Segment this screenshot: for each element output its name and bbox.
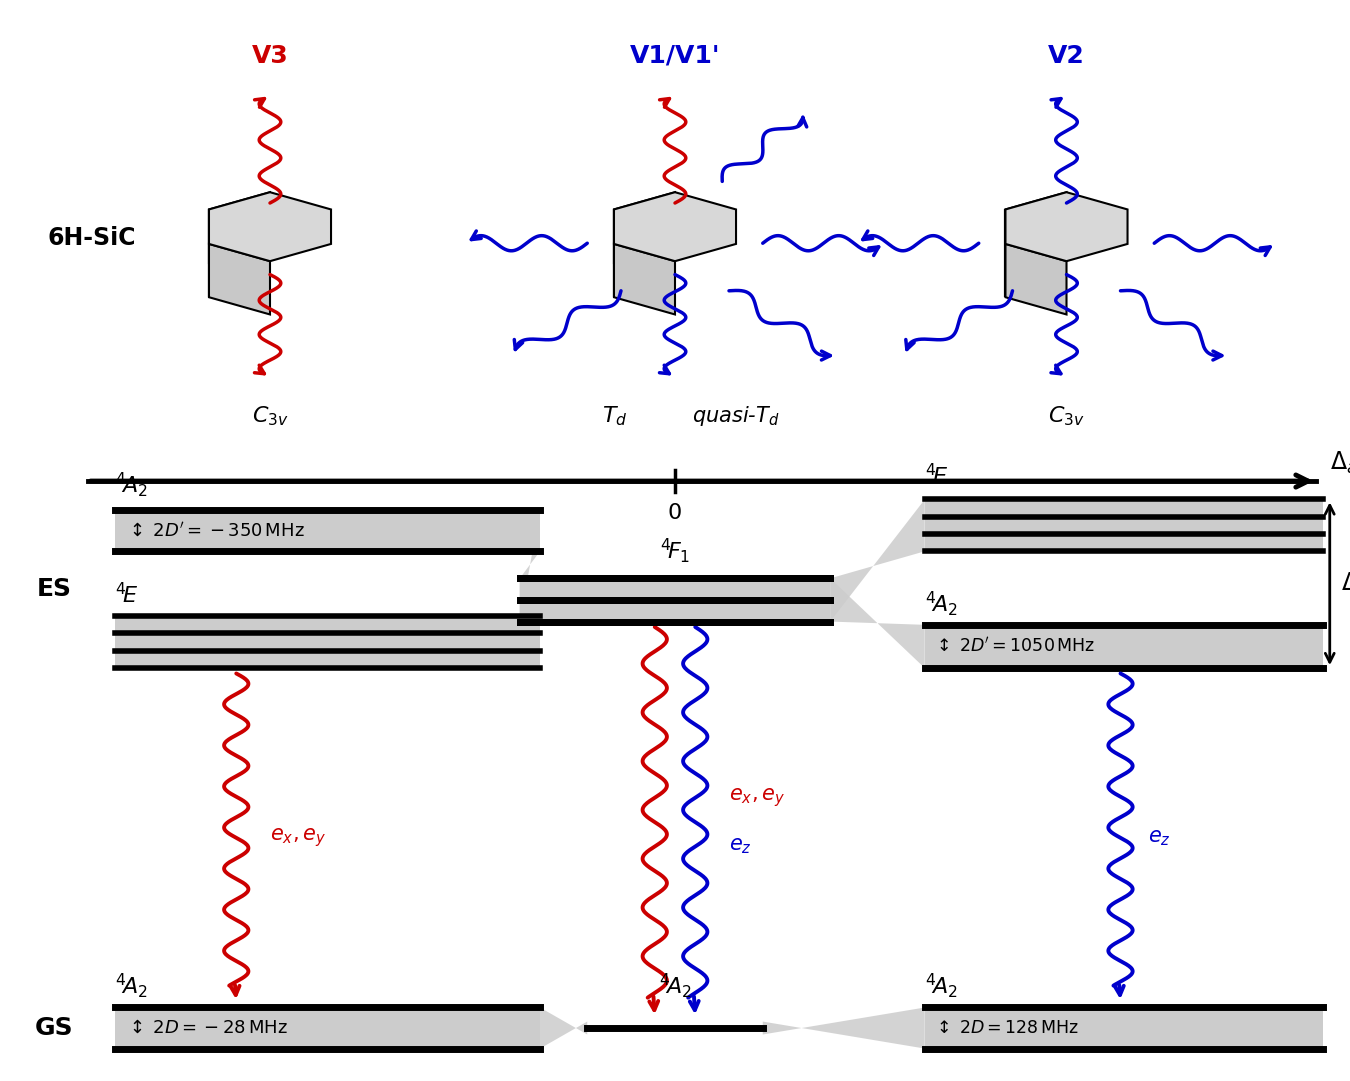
- Text: $e_x, e_y$: $e_x, e_y$: [270, 826, 327, 850]
- Polygon shape: [209, 192, 270, 263]
- Text: $^4\!E$: $^4\!E$: [925, 464, 948, 489]
- Bar: [520, 578, 830, 622]
- Bar: [115, 1007, 540, 1049]
- Text: 6H-SiC: 6H-SiC: [47, 226, 136, 250]
- Polygon shape: [520, 510, 540, 622]
- Text: GS: GS: [35, 1016, 73, 1040]
- Polygon shape: [1006, 192, 1127, 262]
- Polygon shape: [209, 192, 331, 262]
- Bar: [925, 625, 1323, 668]
- Text: $^4\!A_2$: $^4\!A_2$: [925, 971, 957, 1000]
- Polygon shape: [763, 1007, 925, 1049]
- Bar: [115, 510, 540, 551]
- Text: $^4\!E$: $^4\!E$: [115, 583, 138, 608]
- Polygon shape: [1006, 192, 1066, 263]
- Text: V1/V1': V1/V1': [629, 44, 721, 68]
- Text: $^4\!F_1$: $^4\!F_1$: [660, 536, 690, 565]
- Text: V2: V2: [1048, 44, 1085, 68]
- Text: $\Delta_a$: $\Delta_a$: [1330, 450, 1350, 476]
- Text: V3: V3: [251, 44, 289, 68]
- Text: 0: 0: [668, 503, 682, 523]
- Text: $^4\!A_2$: $^4\!A_2$: [115, 971, 147, 1000]
- Polygon shape: [830, 499, 925, 622]
- Polygon shape: [209, 244, 270, 315]
- Polygon shape: [830, 578, 925, 668]
- Bar: [115, 616, 540, 668]
- Polygon shape: [1006, 244, 1066, 315]
- Polygon shape: [614, 244, 675, 315]
- Text: $\updownarrow\;2D^{\prime} = -350\,\mathrm{MHz}$: $\updownarrow\;2D^{\prime} = -350\,\math…: [126, 522, 304, 539]
- Text: $^4\!A_2$: $^4\!A_2$: [115, 470, 147, 499]
- Text: $\updownarrow\;2D^{\prime} = 1050\,\mathrm{MHz}$: $\updownarrow\;2D^{\prime} = 1050\,\math…: [933, 637, 1095, 656]
- Polygon shape: [614, 192, 675, 263]
- Polygon shape: [614, 192, 736, 262]
- Text: $^4\!A_2$: $^4\!A_2$: [659, 971, 691, 1000]
- Text: quasi-$T_d$: quasi-$T_d$: [693, 404, 779, 428]
- Polygon shape: [520, 578, 540, 668]
- Text: $e_z$: $e_z$: [729, 837, 752, 856]
- Text: $^4\!A_2$: $^4\!A_2$: [925, 589, 957, 618]
- Text: $\updownarrow\;2D = -28\,\mathrm{MHz}$: $\updownarrow\;2D = -28\,\mathrm{MHz}$: [126, 1019, 288, 1037]
- Bar: [925, 1007, 1323, 1049]
- Text: $e_x, e_y$: $e_x, e_y$: [729, 786, 786, 810]
- Bar: [925, 499, 1323, 551]
- Text: $T_d$: $T_d$: [602, 404, 626, 428]
- Text: $\updownarrow\;2D = 128\,\mathrm{MHz}$: $\updownarrow\;2D = 128\,\mathrm{MHz}$: [933, 1019, 1079, 1037]
- Text: ES: ES: [36, 577, 72, 601]
- Text: $C_{3v}$: $C_{3v}$: [251, 404, 289, 428]
- Text: $e_z$: $e_z$: [1148, 828, 1170, 848]
- Text: $C_{3v}$: $C_{3v}$: [1048, 404, 1085, 428]
- Text: $\Delta_a$: $\Delta_a$: [1341, 571, 1350, 597]
- Polygon shape: [540, 1007, 587, 1049]
